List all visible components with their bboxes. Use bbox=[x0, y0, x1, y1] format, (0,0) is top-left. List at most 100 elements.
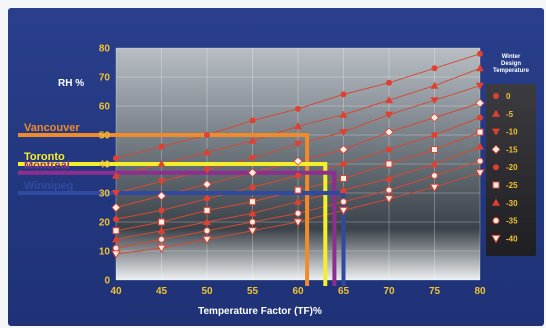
x-tick-label: 55 bbox=[247, 286, 259, 297]
x-tick-label: 45 bbox=[156, 286, 168, 297]
data-point bbox=[429, 183, 440, 193]
data-point bbox=[386, 146, 392, 153]
x-tick-labels: 40 45 50 55 60 65 70 75 80 bbox=[110, 286, 486, 297]
data-point bbox=[431, 172, 438, 180]
data-point bbox=[477, 50, 483, 57]
data-point bbox=[294, 140, 302, 148]
data-point bbox=[431, 132, 438, 138]
x-axis-label: Temperature Factor (TF)% bbox=[198, 306, 322, 317]
data-point bbox=[294, 209, 302, 217]
data-point bbox=[294, 186, 302, 194]
data-point bbox=[385, 111, 393, 119]
data-point bbox=[248, 155, 257, 163]
x-tick-label: 75 bbox=[429, 286, 441, 297]
legend-entry: -30 bbox=[506, 199, 518, 208]
x-tick-label: 40 bbox=[110, 286, 122, 297]
data-point bbox=[248, 209, 257, 217]
data-point bbox=[385, 174, 393, 182]
data-point bbox=[340, 161, 347, 167]
city-label: Montreal bbox=[24, 160, 70, 172]
x-tick-label: 70 bbox=[383, 286, 395, 297]
data-point bbox=[492, 128, 500, 136]
data-point bbox=[249, 117, 256, 124]
data-point bbox=[203, 206, 211, 214]
y-tick-label: 40 bbox=[99, 160, 111, 171]
y-tick-label: 20 bbox=[99, 218, 111, 229]
data-point bbox=[158, 218, 165, 226]
data-point bbox=[158, 235, 165, 243]
data-point bbox=[203, 166, 211, 174]
data-point bbox=[430, 81, 439, 89]
data-point bbox=[492, 198, 500, 206]
y-tick-label: 70 bbox=[99, 73, 111, 84]
legend-entry: -10 bbox=[506, 128, 518, 137]
y-tick-label: 0 bbox=[104, 276, 110, 287]
data-point bbox=[476, 142, 484, 150]
data-point bbox=[385, 186, 393, 194]
data-point bbox=[112, 227, 120, 235]
data-point bbox=[158, 207, 165, 214]
data-point bbox=[157, 226, 166, 234]
data-point bbox=[157, 178, 166, 186]
chart-svg: 0 10 20 30 40 50 60 70 80 40 45 50 55 60 65 70 75 80 RH … bbox=[18, 44, 536, 317]
data-point bbox=[204, 132, 210, 138]
data-point bbox=[429, 113, 440, 123]
data-point bbox=[204, 195, 210, 202]
y-axis-label: RH % bbox=[58, 78, 84, 89]
x-tick-label: 60 bbox=[292, 286, 304, 297]
city-label: Winnipeg bbox=[24, 180, 73, 192]
data-point bbox=[112, 171, 120, 179]
data-point bbox=[203, 218, 211, 225]
data-point bbox=[431, 65, 438, 72]
city-label: Vancouver bbox=[24, 122, 80, 134]
legend-entry: 0 bbox=[506, 92, 511, 101]
data-point bbox=[202, 235, 212, 245]
data-point bbox=[111, 250, 121, 259]
legend-entry: -5 bbox=[506, 110, 514, 119]
data-point bbox=[112, 190, 120, 197]
data-point bbox=[111, 202, 121, 213]
legend-entry: -20 bbox=[506, 163, 518, 172]
data-point bbox=[477, 114, 483, 121]
data-point bbox=[384, 195, 394, 204]
data-point bbox=[430, 97, 439, 105]
data-point bbox=[202, 179, 212, 189]
data-point bbox=[247, 168, 258, 178]
legend-entry: -40 bbox=[506, 234, 518, 243]
data-point bbox=[294, 122, 302, 130]
legend-entry: -35 bbox=[506, 217, 518, 226]
y-tick-labels: 0 10 20 30 40 50 60 70 80 bbox=[99, 44, 111, 287]
data-point bbox=[113, 216, 119, 223]
data-point bbox=[248, 136, 257, 144]
y-tick-label: 50 bbox=[99, 131, 111, 142]
legend-entry: -25 bbox=[506, 181, 518, 190]
legend-entry: -15 bbox=[506, 145, 518, 154]
data-point bbox=[340, 91, 347, 98]
data-point bbox=[384, 127, 394, 137]
data-point bbox=[493, 164, 499, 171]
data-point bbox=[203, 227, 211, 235]
data-point bbox=[247, 227, 258, 236]
y-tick-label: 10 bbox=[99, 247, 111, 258]
chart-frame: 0 10 20 30 40 50 60 70 80 40 45 50 55 60 65 70 75 80 RH … bbox=[8, 8, 544, 326]
data-point bbox=[338, 144, 349, 155]
data-point bbox=[338, 206, 349, 216]
data-point bbox=[249, 218, 256, 226]
data-point bbox=[431, 146, 438, 153]
data-point bbox=[203, 148, 211, 156]
data-point bbox=[491, 234, 501, 244]
city-line bbox=[18, 162, 328, 286]
city-line bbox=[18, 170, 337, 286]
data-point bbox=[156, 244, 167, 254]
data-point bbox=[157, 160, 166, 167]
legend-title-line: Temperature bbox=[493, 68, 530, 74]
legend-box bbox=[486, 84, 536, 256]
data-point bbox=[158, 143, 165, 150]
data-point bbox=[339, 110, 348, 118]
data-point bbox=[113, 155, 119, 162]
data-point bbox=[295, 172, 301, 179]
data-point bbox=[112, 244, 120, 252]
y-tick-label: 30 bbox=[99, 189, 111, 200]
data-point bbox=[491, 144, 501, 154]
x-tick-label: 80 bbox=[474, 286, 486, 297]
